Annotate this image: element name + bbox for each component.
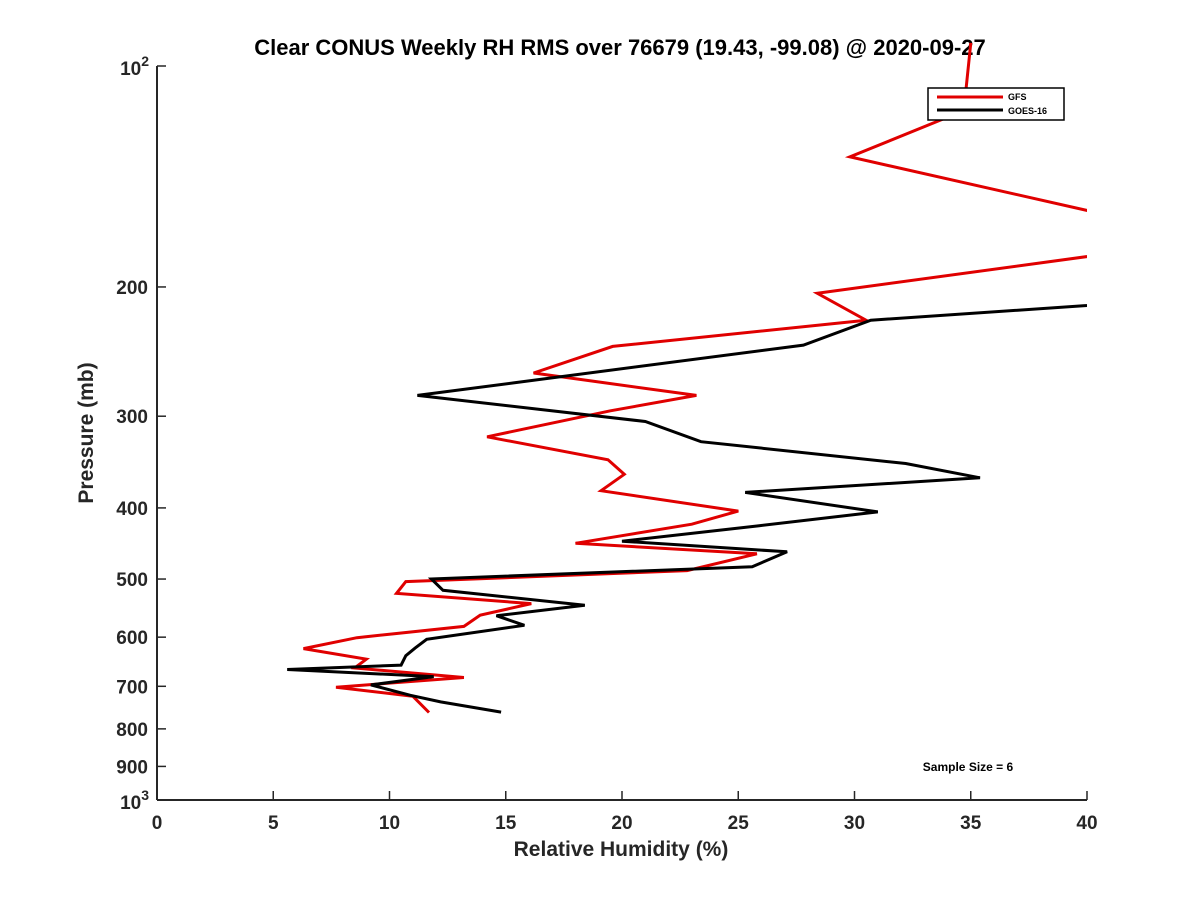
legend: GFS GOES-16 [927,87,1065,121]
y-tick-label: 500 [116,570,148,591]
x-tick-label: 40 [1076,813,1097,834]
chart-title: Clear CONUS Weekly RH RMS over 76679 (19… [254,35,986,60]
series-group [287,42,1087,714]
x-tick-label: 0 [152,813,163,834]
legend-label-gfs: GFS [1008,92,1027,102]
y-tick-label: 300 [116,407,148,428]
x-tick-label: 35 [960,813,982,834]
y-tick-label: 900 [116,757,148,778]
x-tick-label: 15 [495,813,517,834]
y-axis-label: Pressure (mb) [75,362,98,503]
x-tick-label: 30 [844,813,865,834]
y-tick-label: 103 [120,787,149,814]
x-tick-label: 5 [268,813,279,834]
y-tick-label: 600 [116,628,148,649]
y-tick-label: 200 [116,278,148,299]
y-tick-label: 700 [116,677,148,698]
legend-box [927,87,1065,121]
x-ticks: 0 5 10 15 20 25 30 35 40 [152,791,1098,834]
series-line-gfs [303,42,1087,714]
series-line-goes16 [287,303,1087,714]
sample-size-annotation: Sample Size = 6 [923,760,1014,774]
x-tick-label: 10 [379,813,400,834]
y-ticks: 102 200 300 400 500 600 700 800 900 103 [116,53,166,814]
y-tick-label: 102 [120,53,149,80]
x-axis-label: Relative Humidity (%) [514,838,729,861]
x-tick-label: 20 [611,813,632,834]
x-tick-label: 25 [728,813,750,834]
y-tick-label: 800 [116,720,148,741]
legend-label-goes16: GOES-16 [1008,106,1047,116]
y-tick-label: 400 [116,499,148,520]
